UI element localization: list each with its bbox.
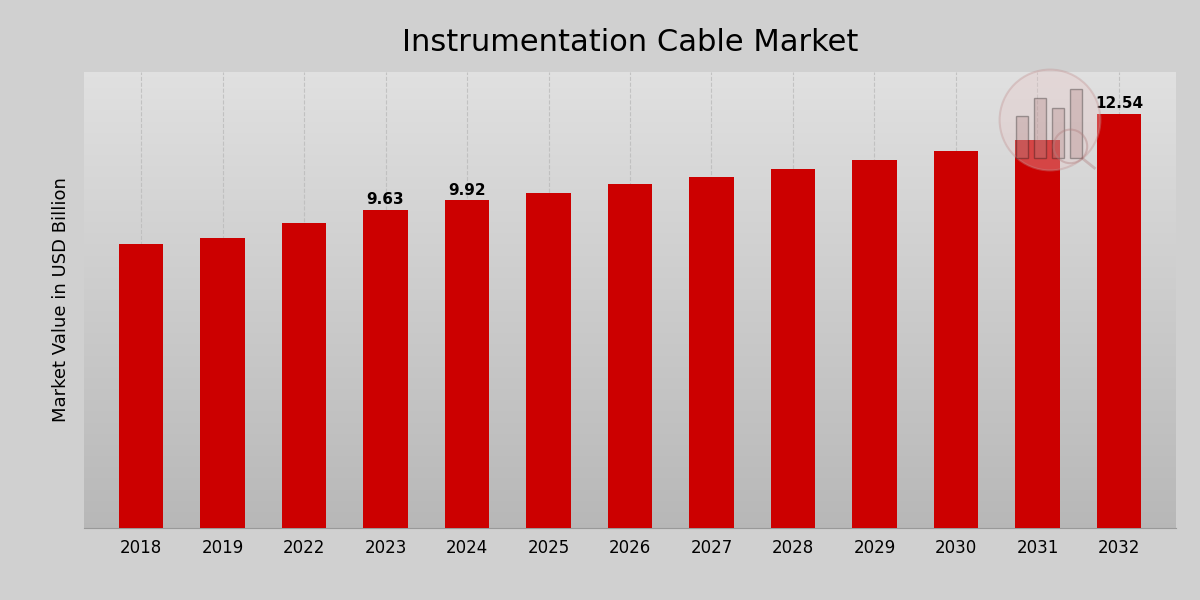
FancyArrow shape bbox=[1052, 108, 1064, 158]
Bar bbox=[607, 184, 653, 528]
Bar bbox=[445, 200, 490, 528]
Bar bbox=[689, 177, 734, 528]
FancyArrow shape bbox=[1016, 116, 1028, 158]
Text: 9.63: 9.63 bbox=[367, 192, 404, 207]
Bar bbox=[119, 244, 163, 528]
Text: 12.54: 12.54 bbox=[1094, 96, 1144, 111]
Bar bbox=[364, 210, 408, 528]
Title: Instrumentation Cable Market: Instrumentation Cable Market bbox=[402, 28, 858, 57]
Circle shape bbox=[1000, 70, 1100, 170]
FancyArrow shape bbox=[1070, 89, 1082, 158]
Y-axis label: Market Value in USD Billion: Market Value in USD Billion bbox=[52, 178, 70, 422]
Bar bbox=[852, 160, 896, 528]
FancyArrow shape bbox=[1034, 98, 1046, 158]
Bar bbox=[934, 151, 978, 528]
Text: 9.92: 9.92 bbox=[449, 182, 486, 197]
Bar bbox=[770, 169, 815, 528]
Bar bbox=[282, 223, 326, 528]
Bar bbox=[526, 193, 571, 528]
Bar bbox=[1097, 113, 1141, 528]
Bar bbox=[200, 238, 245, 528]
Bar bbox=[1015, 140, 1060, 528]
